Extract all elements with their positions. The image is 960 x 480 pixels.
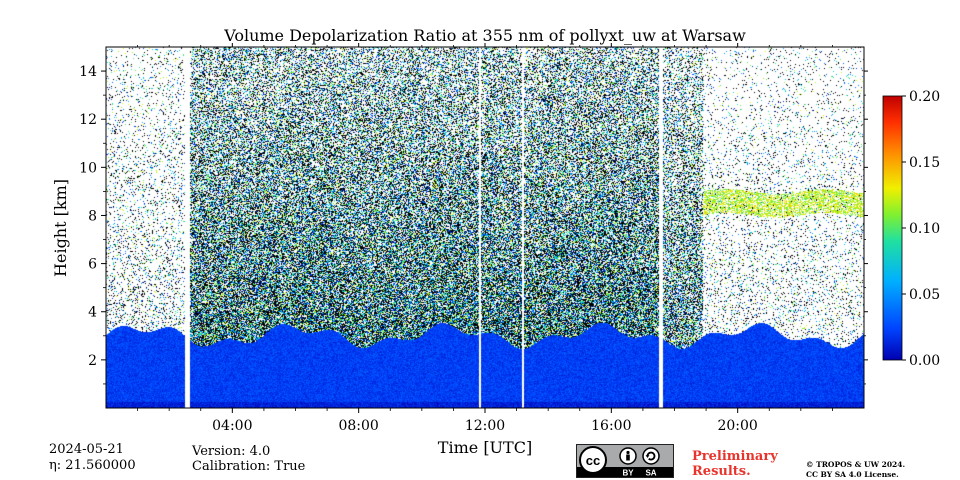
copyright-line-2: CC BY SA 4.0 License.	[806, 470, 899, 479]
heatmap-canvas	[106, 47, 864, 408]
footer-calibration: Calibration: True	[192, 459, 306, 474]
colorbar-tick-label: 0.05	[909, 287, 940, 303]
x-tick-label: 08:00	[338, 418, 378, 434]
preliminary-line-1: Preliminary	[692, 449, 778, 464]
x-tick-label: 04:00	[212, 418, 252, 434]
cc-icon-text: cc	[586, 453, 600, 468]
y-tick-label: 10	[79, 160, 97, 176]
copyright-note: © TROPOS & UW 2024. CC BY SA 4.0 License…	[806, 460, 905, 480]
y-tick-label: 8	[88, 208, 97, 224]
chart-title: Volume Depolarization Ratio at 355 nm of…	[223, 26, 746, 45]
x-tick-label: 12:00	[465, 418, 505, 434]
y-tick-label: 14	[79, 64, 97, 80]
footer-version: Version: 4.0	[192, 444, 271, 459]
preliminary-line-2: Results.	[692, 464, 751, 479]
sa-sharealike-icon	[642, 447, 660, 465]
y-tick-label: 4	[88, 305, 97, 321]
colorbar-tick-label: 0.10	[909, 221, 940, 237]
colorbar-tick-label: 0.00	[909, 353, 940, 369]
x-tick-label: 16:00	[591, 418, 631, 434]
cc-icon	[579, 446, 607, 474]
colorbar-tick-label: 0.20	[909, 89, 940, 105]
x-tick-label: 20:00	[717, 418, 757, 434]
x-axis: 04:00 08:00 12:00 16:00 20:00	[137, 43, 833, 434]
footer-eta: η: 21.560000	[49, 458, 136, 473]
depolarization-heatmap-image	[106, 47, 864, 408]
copyright-line-1: © TROPOS & UW 2024.	[806, 460, 906, 469]
colorbar: 0.00 0.05 0.10 0.15 0.20	[882, 89, 940, 369]
y-axis: 2 4 6 8 10 12 14	[79, 64, 868, 385]
sa-label: SA	[645, 469, 656, 478]
y-tick-label: 6	[88, 257, 97, 273]
cc-license-badge: cc BY SA	[576, 444, 674, 478]
colorbar-tick-label: 0.15	[909, 155, 940, 171]
x-axis-label: Time [UTC]	[438, 438, 532, 457]
by-label: BY	[622, 469, 634, 478]
y-axis-label: Height [km]	[51, 179, 70, 277]
colorbar-gradient	[882, 95, 903, 361]
preliminary-results-note: Preliminary Results.	[692, 449, 778, 479]
colorbar-ticks: 0.00 0.05 0.10 0.15 0.20	[902, 89, 940, 369]
footer-date: 2024-05-21	[49, 442, 124, 457]
y-tick-label: 12	[79, 112, 97, 128]
y-tick-label: 2	[88, 353, 97, 369]
